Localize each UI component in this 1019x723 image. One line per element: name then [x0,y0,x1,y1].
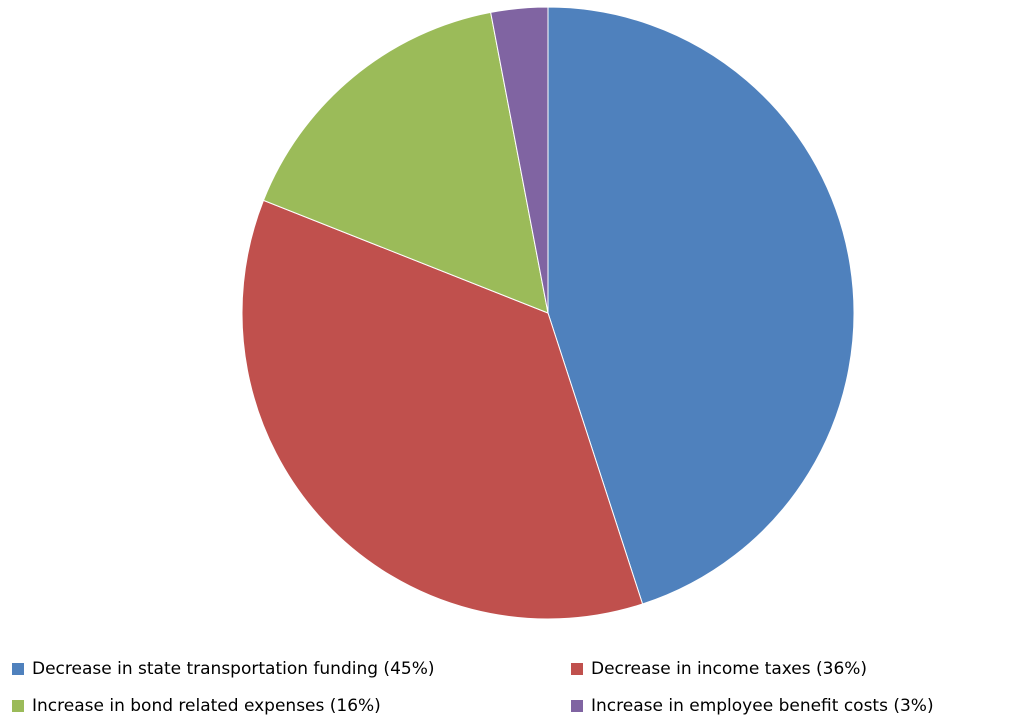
legend-label: Increase in bond related expenses (16%) [32,696,381,716]
legend-swatch [12,663,24,675]
pie-slice [547,6,855,605]
pie-slice [262,11,549,314]
legend-label: Increase in employee benefit costs (3%) [591,696,934,716]
pie-slice [490,6,549,314]
legend-swatch [571,663,583,675]
pie-slice [241,199,644,620]
legend-label: Decrease in state transportation funding… [32,659,434,679]
legend-label: Decrease in income taxes (36%) [591,659,867,679]
legend-swatch [12,700,24,712]
legend-swatch [571,700,583,712]
